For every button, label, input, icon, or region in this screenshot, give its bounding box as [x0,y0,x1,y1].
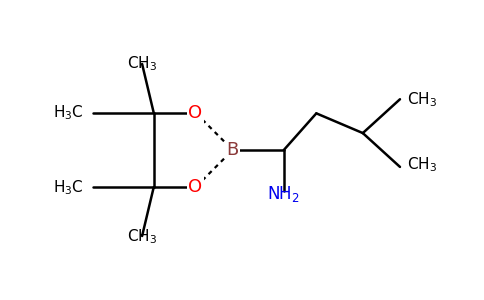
Text: H$_3$C: H$_3$C [53,178,84,196]
Text: CH$_3$: CH$_3$ [407,155,437,174]
Text: CH$_3$: CH$_3$ [127,227,157,246]
Text: O: O [188,178,203,196]
Text: O: O [188,104,203,122]
Text: NH$_2$: NH$_2$ [268,184,300,204]
Text: H$_3$C: H$_3$C [53,103,84,122]
Text: B: B [227,141,239,159]
Text: CH$_3$: CH$_3$ [127,54,157,73]
Text: CH$_3$: CH$_3$ [407,91,437,110]
